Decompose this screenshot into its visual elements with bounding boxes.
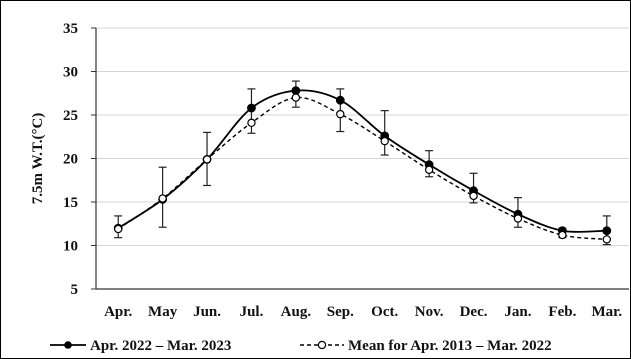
- series-1-point-0: [114, 224, 123, 234]
- series-line-0: [117, 89, 607, 233]
- y-axis-title: 7.5m W.T.(°C): [30, 113, 46, 205]
- legend-item-mean: Mean for Apr. 2013 – Mar. 2022: [300, 338, 552, 354]
- series-1-point-11: [602, 235, 611, 244]
- series-0-point-11: [602, 226, 612, 236]
- y-tick-25: 25: [63, 108, 78, 124]
- y-tick-10: 10: [63, 239, 78, 255]
- series-1-point-5: [336, 109, 345, 119]
- x-tick-4: Aug.: [281, 304, 312, 320]
- x-tick-11: Mar.: [591, 304, 622, 320]
- y-tick-15: 15: [63, 195, 78, 211]
- x-tick-labels: Apr. May Jun. Jul. Aug. Sep. Oct. Nov. Dec. Jan. F…: [104, 304, 622, 320]
- axes: [91, 27, 629, 290]
- series-1-point-3: [247, 118, 256, 128]
- series-1-point-2: [202, 155, 212, 164]
- x-tick-6: Oct.: [371, 304, 398, 320]
- x-tick-9: Jan.: [504, 304, 531, 320]
- y-tick-5: 5: [71, 282, 79, 298]
- series-0-point-3: [247, 103, 256, 113]
- series-1-point-1: [158, 194, 167, 203]
- series-0-point-4: [291, 86, 301, 96]
- y-tick-30: 30: [63, 65, 78, 81]
- x-tick-5: Sep.: [327, 304, 354, 320]
- x-tick-1: May: [148, 304, 178, 320]
- y-tick-35: 35: [63, 21, 78, 37]
- x-tick-2: Jun.: [193, 304, 221, 320]
- series-1-point-4: [291, 93, 301, 102]
- legend-item-observed: Apr. 2022 – Mar. 2023: [50, 338, 231, 354]
- y-tick-labels: 5 10 15 20 25 30 35: [63, 21, 78, 298]
- legend-marker-mean: [317, 340, 327, 350]
- error-bars: [114, 80, 611, 246]
- x-tick-10: Feb.: [548, 304, 576, 320]
- legend: Apr. 2022 – Mar. 2023 Mean for Apr. 2013…: [50, 338, 552, 354]
- x-tick-0: Apr.: [104, 304, 132, 320]
- x-tick-3: Jul.: [240, 304, 264, 320]
- x-tick-7: Nov.: [415, 304, 444, 320]
- series-1-point-9: [513, 214, 523, 223]
- series-markers: [113, 86, 612, 244]
- series-1-point-7: [424, 165, 434, 175]
- x-tick-8: Dec.: [460, 304, 488, 320]
- y-tick-20: 20: [63, 152, 78, 168]
- gridlines: [96, 27, 629, 246]
- legend-marker-observed: [64, 341, 72, 349]
- series-1-point-8: [469, 191, 478, 201]
- series-line-1: [117, 96, 607, 241]
- series-lines: [117, 89, 607, 241]
- series-1-point-10: [558, 230, 567, 240]
- series-0-point-5: [335, 95, 345, 105]
- series-1-point-6: [380, 136, 389, 146]
- legend-label-observed: Apr. 2022 – Mar. 2023: [90, 338, 231, 354]
- legend-label-mean: Mean for Apr. 2013 – Mar. 2022: [348, 338, 552, 354]
